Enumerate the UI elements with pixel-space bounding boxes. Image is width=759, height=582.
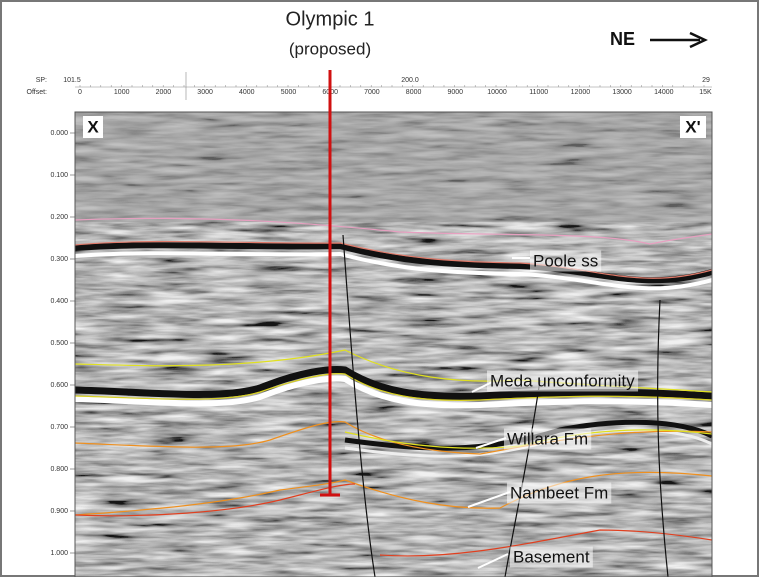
well-name: Olympic 1 — [286, 8, 375, 30]
offset-tick-label: 11000 — [529, 89, 548, 96]
time-tick-label: 1.000 — [50, 550, 68, 557]
horizon-labels: Poole ss Meda unconformity Willara Fm Nambe… — [487, 250, 639, 568]
offset-tick-label: 10000 — [487, 89, 507, 96]
direction: NE — [610, 29, 635, 49]
time-tick-label: 0.800 — [50, 466, 68, 473]
time-tick-label: 0.400 — [50, 298, 68, 305]
well-marker — [320, 70, 340, 497]
horizon-label: Meda unconformity — [490, 371, 635, 390]
offset-tick-label: 4000 — [239, 89, 255, 96]
horizon-label: Nambeet Fm — [510, 483, 608, 502]
time-tick-label: 0.600 — [50, 382, 68, 389]
offset-tick-label: 15K — [699, 89, 712, 96]
horizon-label-bg — [510, 546, 593, 568]
time-tick-label: 0.900 — [50, 508, 68, 515]
sp-tick-label: 101.5 — [63, 77, 81, 84]
offset-tick-label: 1000 — [114, 89, 130, 96]
marker-bg — [680, 116, 706, 138]
horizon-label: Poole ss — [533, 251, 598, 270]
direction-arrow — [650, 31, 708, 49]
left-marker: X — [87, 117, 99, 136]
sp-tick-label: 200.0 — [401, 77, 419, 84]
offset-tick-label: 13000 — [612, 89, 632, 96]
offset-tick-label: 8000 — [406, 89, 422, 96]
offset-tick-label: 14000 — [654, 89, 674, 96]
seismic-panel: Poole ss Meda unconformity Willara Fm Nambe… — [75, 112, 712, 577]
offset-tick-label: 9000 — [448, 89, 464, 96]
offset-tick-label: 0 — [78, 89, 82, 96]
horizon-label-bg — [487, 370, 639, 392]
time-tick-label: 0.500 — [50, 340, 68, 347]
time-tick-label: 0.100 — [50, 172, 68, 179]
horizon-label: Basement — [513, 547, 590, 566]
ruler: SP: Offset: 101.5 200.0 29 0 1000 2000 3000 400… — [27, 72, 712, 100]
time-tick-label: 0.000 — [50, 130, 68, 137]
offset-tick-label: 7000 — [364, 89, 380, 96]
time-tick-label: 0.300 — [50, 256, 68, 263]
marker-bg — [83, 116, 103, 138]
time-tick-label: 0.200 — [50, 214, 68, 221]
time-tick-label: 0.700 — [50, 424, 68, 431]
horizon-label-bg — [530, 250, 602, 272]
sp-tick-label: 29 — [702, 77, 710, 84]
offset-tick-label: 12000 — [571, 89, 591, 96]
well-status: (proposed) — [289, 39, 371, 58]
right-marker: X' — [685, 117, 700, 136]
upper-fade — [75, 112, 712, 222]
offset-tick-label: 2000 — [156, 89, 172, 96]
horizon-label-bg — [507, 482, 612, 504]
horizon-label: Willara Fm — [507, 429, 588, 448]
horizon-label-bg — [504, 428, 592, 450]
offset-tick-label: 3000 — [197, 89, 213, 96]
sp-label: SP: — [36, 77, 47, 84]
offset-tick-label: 5000 — [281, 89, 297, 96]
offset-label: Offset: — [27, 89, 48, 96]
